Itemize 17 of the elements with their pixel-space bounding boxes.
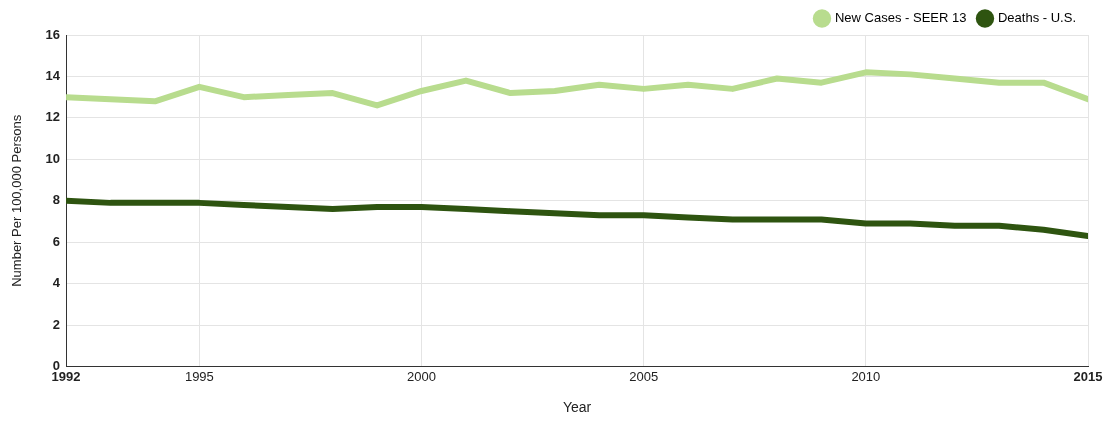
- y-axis-title: Number Per 100,000 Persons: [9, 114, 25, 287]
- x-axis-title: Year: [562, 399, 592, 416]
- y-tick-label: 2: [52, 316, 61, 332]
- x-tick-label: 2015: [1073, 368, 1103, 384]
- y-tick-label: 14: [45, 68, 61, 84]
- x-tick-label: 2005: [629, 368, 659, 384]
- y-tick-label: 4: [52, 275, 61, 291]
- y-tick-label: 16: [45, 26, 61, 42]
- x-tick-label: 2000: [407, 368, 436, 384]
- y-tick-label: 6: [52, 233, 61, 249]
- legend-label: Deaths - U.S.: [997, 10, 1077, 26]
- y-tick-label: 10: [45, 150, 61, 166]
- x-tick-label: 2010: [851, 368, 881, 384]
- legend-label: New Cases - SEER 13: [834, 10, 967, 26]
- y-tick-label: 8: [52, 192, 61, 208]
- x-tick-label: 1995: [184, 368, 214, 384]
- y-tick-label: 12: [45, 109, 61, 125]
